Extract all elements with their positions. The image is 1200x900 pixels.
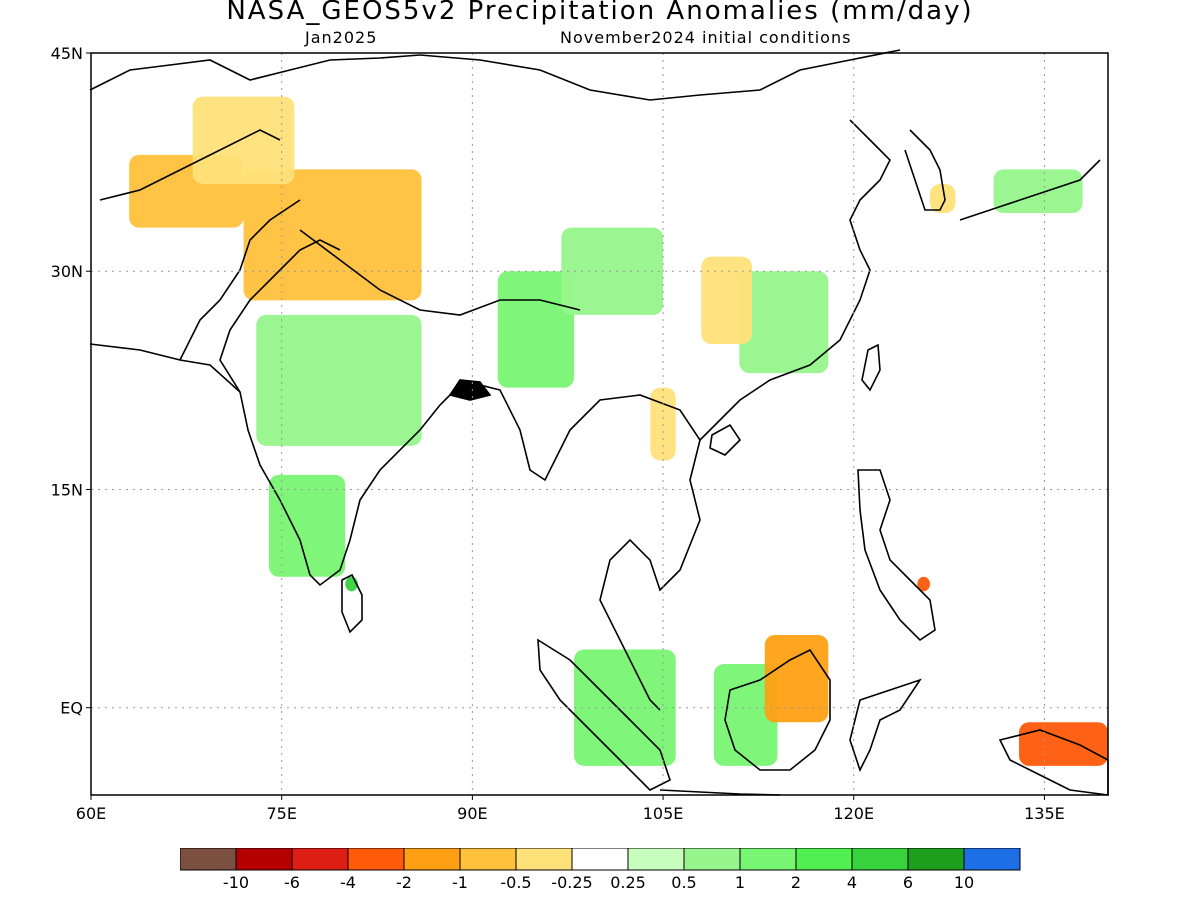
colorbar-swatch: [627, 848, 685, 871]
himalaya-border: [299, 229, 581, 316]
colorbar-swatch: [235, 848, 293, 871]
pakistan-border: [179, 199, 301, 361]
anomaly-region: [268, 474, 346, 577]
colorbar-label: -2: [396, 873, 412, 892]
sulawesi-coast: [849, 678, 922, 773]
colorbar-swatch: [683, 848, 741, 871]
colorbar-label: 4: [847, 873, 857, 892]
central-asia-border: [89, 54, 421, 91]
anomaly-region: [930, 183, 956, 214]
colorbar-label: -10: [223, 873, 249, 892]
colorbar-label: 1: [735, 873, 745, 892]
anomaly-region: [256, 314, 422, 446]
x-tick-label: 60E: [76, 804, 106, 823]
x-tick-label: 120E: [833, 804, 874, 823]
x-tick-label: 75E: [266, 804, 296, 823]
colorbar-swatch: [515, 848, 573, 871]
colorbar-swatches: [180, 848, 1021, 871]
philippines-coast: [857, 469, 936, 642]
anomaly-region: [1019, 722, 1108, 766]
colorbar-swatch: [963, 848, 1021, 871]
colorbar-label: 6: [903, 873, 913, 892]
colorbar-labels: -10 -6 -4 -2 -1 -0.5 -0.25 0.25 0.5 1 2 4 6 10: [223, 873, 974, 892]
colorbar-swatch: [291, 848, 349, 871]
map-title: NASA_GEOS5v2 Precipitation Anomalies (mm…: [226, 0, 974, 26]
anomaly-region: [561, 227, 664, 315]
colorbar-label: -4: [340, 873, 356, 892]
x-tick-label: 135E: [1024, 804, 1065, 823]
china-coast: [699, 119, 891, 441]
anomaly-region: [764, 634, 829, 723]
sumatra-coast: [537, 638, 671, 791]
colorbar-label: 2: [791, 873, 801, 892]
anomaly-region: [993, 169, 1083, 214]
y-tick-label: 45N: [51, 44, 83, 63]
x-tick-label: 105E: [643, 804, 684, 823]
anomaly-region: [701, 256, 753, 344]
japan-coast: [959, 159, 1101, 221]
colorbar-label: -0.25: [551, 873, 592, 892]
taiwan-coast: [861, 343, 881, 392]
borneo-coast: [724, 648, 831, 771]
colorbar-swatch: [403, 848, 461, 871]
y-tick-label: EQ: [60, 699, 83, 718]
initial-conditions-label: November2024 initial conditions: [560, 28, 852, 47]
colorbar-swatch: [739, 848, 797, 871]
colorbar-label: 10: [954, 873, 974, 892]
x-tick-label: 90E: [457, 804, 487, 823]
forecast-month: Jan2025: [305, 28, 378, 47]
colorbar-label: 0.5: [671, 873, 696, 892]
colorbar-swatch: [459, 848, 517, 871]
colorbar-swatch: [180, 848, 237, 871]
colorbar-swatch: [347, 848, 405, 871]
colorbar-label: 0.25: [610, 873, 646, 892]
latitude-axis: 45N 30N 15N EQ: [51, 44, 91, 718]
hainan-coast: [709, 423, 742, 456]
colorbar-label: -0.5: [500, 873, 531, 892]
colorbar-legend: -10 -6 -4 -2 -1 -0.5 -0.25 0.25 0.5 1 2 4 6 10: [180, 848, 1021, 892]
bay-of-bengal-delta: [448, 379, 492, 401]
colorbar-label: -6: [284, 873, 300, 892]
anomaly-region: [192, 96, 295, 184]
sri-lanka-coast: [341, 573, 363, 634]
anomaly-region: [739, 271, 829, 374]
asia-mainland-coast: [89, 343, 701, 711]
colorbar-swatch: [795, 848, 853, 871]
gridlines: [91, 53, 1108, 795]
mongolia-border: [419, 49, 901, 101]
longitude-axis: 60E 75E 90E 105E 120E 135E: [76, 795, 1065, 823]
coastline-layer: [89, 49, 1109, 796]
anomaly-field-layer: [129, 96, 1108, 766]
korea-coast: [904, 129, 946, 211]
anomaly-region: [917, 576, 931, 592]
colorbar-swatch: [907, 848, 965, 871]
afghanistan-border: [99, 129, 281, 201]
colorbar-swatch: [571, 848, 629, 871]
anomaly-region: [243, 169, 422, 301]
y-tick-label: 30N: [51, 262, 83, 281]
map-frame: [90, 52, 1109, 796]
colorbar-swatch: [851, 848, 909, 871]
colorbar-label: -1: [452, 873, 468, 892]
y-tick-label: 15N: [51, 480, 83, 499]
